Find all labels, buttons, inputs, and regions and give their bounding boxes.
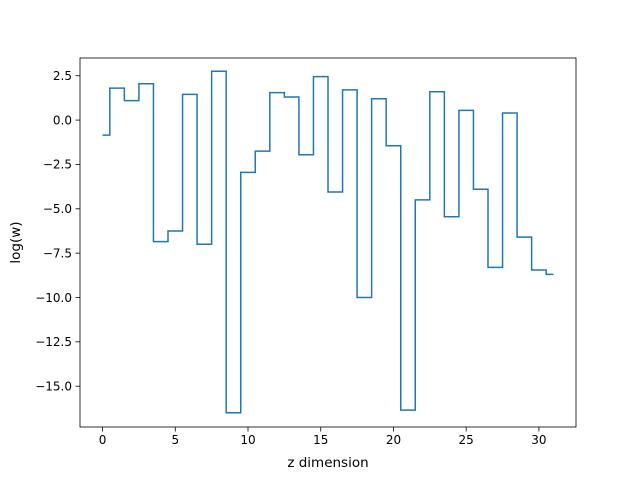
y-tick-label: −12.5 (35, 335, 72, 349)
axes: 0 5 10 15 20 25 30 2.5 0.0 −2.5 −5.0 −7.5 −10.0 −12.5… (35, 57, 577, 447)
x-tick-label: 5 (171, 433, 179, 447)
x-tick-label: 25 (459, 433, 474, 447)
y-axis-label: log(w) (8, 221, 24, 263)
x-axis-label: z dimension (287, 455, 368, 471)
series-line-0 (102, 70, 554, 414)
y-tick-label: −15.0 (35, 379, 72, 393)
plot-area (102, 70, 554, 414)
x-tick-label: 30 (531, 433, 546, 447)
y-tick-label: −10.0 (35, 291, 72, 305)
x-tick-label: 15 (313, 433, 328, 447)
x-tick-label: 10 (240, 433, 255, 447)
y-tick-label: 2.5 (53, 69, 72, 83)
y-tick-label: −5.0 (43, 202, 72, 216)
y-tick-label: −2.5 (43, 158, 72, 172)
x-tick-label: 0 (99, 433, 107, 447)
x-tick-label: 20 (386, 433, 401, 447)
y-tick-label: 0.0 (53, 113, 72, 127)
y-tick-label: −7.5 (43, 246, 72, 260)
axes-frame (79, 57, 577, 428)
